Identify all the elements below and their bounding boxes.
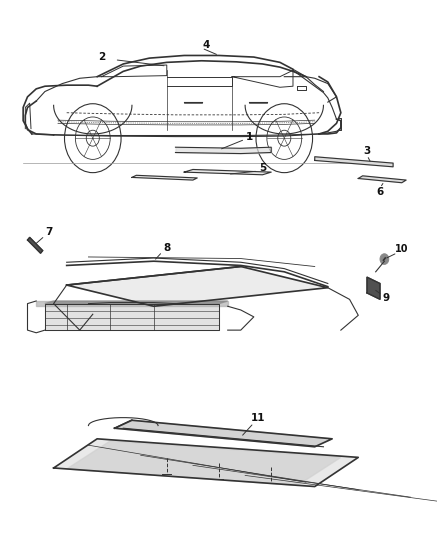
- Polygon shape: [45, 301, 228, 304]
- Polygon shape: [28, 237, 43, 253]
- Polygon shape: [36, 301, 228, 306]
- Polygon shape: [367, 277, 380, 300]
- Text: 4: 4: [202, 40, 210, 50]
- Text: 3: 3: [364, 146, 371, 156]
- Text: 6: 6: [376, 187, 384, 197]
- Polygon shape: [358, 176, 406, 183]
- Text: 8: 8: [163, 244, 170, 254]
- Polygon shape: [45, 304, 219, 330]
- Polygon shape: [67, 266, 328, 306]
- Text: 5: 5: [259, 164, 266, 173]
- Polygon shape: [184, 169, 271, 175]
- Text: 7: 7: [46, 227, 53, 237]
- Polygon shape: [53, 439, 358, 487]
- Polygon shape: [132, 175, 197, 180]
- Circle shape: [380, 254, 389, 264]
- Text: 11: 11: [251, 413, 265, 423]
- Text: 10: 10: [395, 244, 409, 254]
- Polygon shape: [315, 157, 393, 167]
- Polygon shape: [115, 420, 332, 447]
- Polygon shape: [67, 441, 341, 486]
- Text: 9: 9: [383, 293, 390, 303]
- Text: 2: 2: [98, 52, 105, 62]
- Text: 1: 1: [246, 132, 253, 142]
